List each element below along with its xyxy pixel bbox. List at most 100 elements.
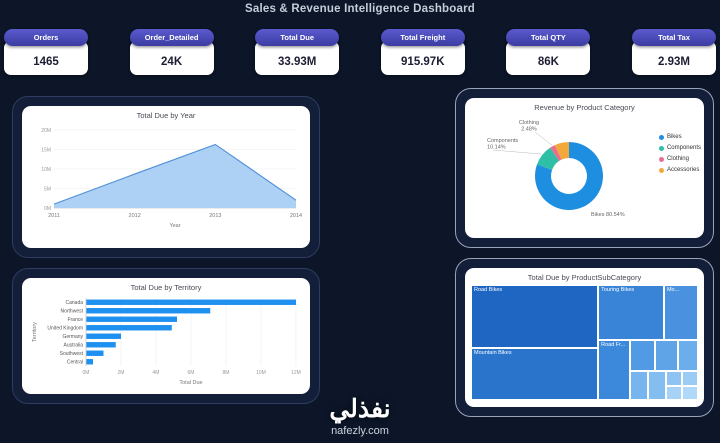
x-tick-label: 0M [83, 370, 90, 376]
category-label: Australia [64, 342, 84, 348]
kpi-card[interactable]: Order_Detailed 24K [129, 29, 214, 75]
kpi-card[interactable]: Orders 1465 [4, 29, 88, 75]
leader-line [534, 131, 552, 146]
category-label: Central [67, 359, 83, 365]
kpi-label: Total Due [255, 29, 340, 46]
x-tick-label: 10M [256, 370, 266, 376]
x-tick-label: 12M [291, 370, 301, 376]
legend-label: Components [666, 145, 701, 151]
treemap-tile[interactable] [629, 340, 655, 372]
data-label: Bikes 80.54% [591, 212, 625, 218]
chart-title-total-due-by-territory: Total Due by Territory [130, 283, 202, 292]
kpi-card[interactable]: Total Due 33.93M [255, 29, 340, 75]
kpi-value: 86K [506, 41, 591, 75]
legend-dot [658, 145, 664, 151]
legend-dot [658, 134, 664, 140]
treemap-tile[interactable] [666, 371, 683, 387]
bar-northwest[interactable] [86, 308, 211, 314]
kpi-label: Total Tax [631, 29, 716, 46]
chart-title-total-due-by-year: Total Due by Year [136, 111, 196, 120]
x-tick-label: 8M [223, 370, 230, 376]
bar-germany[interactable] [86, 333, 121, 339]
treemap-tile-road-fr-[interactable]: Road Fr... [598, 340, 630, 400]
y-tick-label: 0M [44, 206, 51, 212]
chart-title-total-due-by-productsubcategory: Total Due by ProductSubCategory [527, 273, 642, 282]
treemap-tile-road-bikes[interactable]: Road Bikes [471, 285, 599, 349]
legend-item-bikes[interactable]: Bikes [658, 134, 701, 140]
category-label: Southwest [60, 351, 84, 357]
chart-title-revenue-by-product-category: Revenue by Product Category [534, 103, 635, 112]
kpi-row: Orders 1465 Order_Detailed 24K Total Due 33.9… [4, 29, 716, 75]
panel-revenue-by-product-category: Revenue by Product Category Clothing 2.48… [455, 88, 714, 248]
panel-total-due-by-year: Total Due by Year 0M 5M 10M 15M 20M 2011 2012 2… [12, 96, 320, 258]
data-label-pct: 2.48% [521, 127, 537, 133]
legend-item-clothing[interactable]: Clothing [658, 156, 701, 162]
bar-central[interactable] [86, 359, 93, 365]
x-tick-label: 2M [118, 370, 125, 376]
kpi-label: Order_Detailed [129, 29, 214, 46]
area-series-line [53, 143, 297, 205]
kpi-label: Orders [4, 29, 88, 46]
kpi-value: 915.97K [380, 41, 465, 75]
area-chart[interactable]: 0M 5M 10M 15M 20M 2011 2012 2013 2014 Year [28, 120, 304, 240]
panel-total-due-by-productsubcategory: Total Due by ProductSubCategory Road Bik… [455, 258, 714, 417]
legend-label: Accessories [666, 167, 700, 173]
bar-southwest[interactable] [86, 350, 104, 356]
bar-canada[interactable] [86, 299, 296, 305]
category-label: France [67, 317, 83, 323]
data-label: Clothing [519, 120, 539, 126]
legend-item-components[interactable]: Components [658, 145, 701, 151]
category-label: United Kingdom [47, 325, 83, 331]
watermark-url-text: nafezly.com [331, 425, 389, 437]
treemap-card: Total Due by ProductSubCategory Road Bik… [465, 268, 704, 407]
treemap-tile[interactable] [682, 371, 698, 387]
kpi-value: 2.93M [631, 41, 716, 75]
treemap-tile-mo-[interactable]: Mo... [663, 285, 698, 341]
bar-australia[interactable] [86, 342, 116, 348]
legend-label: Bikes [666, 134, 682, 140]
treemap-tile-mountain-bikes[interactable]: Mountain Bikes [471, 348, 599, 400]
x-tick-label: 2013 [209, 213, 221, 219]
area-chart-card: Total Due by Year 0M 5M 10M 15M 20M 2011 2012 2… [22, 106, 310, 248]
treemap-tile[interactable] [654, 340, 678, 372]
kpi-label: Total QTY [506, 29, 591, 46]
kpi-value: 24K [129, 41, 214, 75]
treemap-tile[interactable] [682, 386, 698, 400]
category-label: Canada [65, 300, 83, 306]
donut-slice-clothing[interactable] [550, 145, 562, 161]
bar-chart[interactable]: 0M 2M 4M 6M 8M 10M 12M Canada Northwest France Uni… [28, 292, 304, 390]
kpi-card[interactable]: Total Tax 2.93M [631, 29, 716, 75]
treemap-tile-touring-bikes[interactable]: Touring Bikes [598, 285, 664, 341]
y-tick-label: 20M [41, 128, 51, 134]
data-label: Components [487, 138, 518, 144]
x-tick-label: 2012 [129, 213, 141, 219]
area-series[interactable] [54, 144, 296, 208]
y-tick-label: 5M [44, 186, 51, 192]
treemap-tile[interactable] [648, 371, 667, 400]
x-axis-title: Total Due [179, 380, 202, 386]
x-axis-title: Year [169, 223, 180, 229]
kpi-value: 1465 [4, 41, 88, 75]
donut-slice-accessories[interactable] [554, 142, 569, 160]
x-tick-label: 4M [153, 370, 160, 376]
kpi-card[interactable]: Total Freight 915.97K [380, 29, 465, 75]
y-axis-title: Territory [32, 322, 38, 342]
legend-label: Clothing [666, 156, 689, 162]
treemap-tile[interactable] [629, 371, 649, 400]
x-tick-label: 6M [188, 370, 195, 376]
treemap-tile[interactable] [666, 386, 683, 400]
page-title: Sales & Revenue Intelligence Dashboard [244, 3, 475, 15]
category-label: Germany [62, 334, 83, 340]
donut-slice-components[interactable] [537, 147, 560, 170]
bar-chart-card: Total Due by Territory 0M 2M 4M 6M 8M 10M 12M C… [22, 278, 310, 394]
bar-united-kingdom[interactable] [86, 325, 172, 331]
bar-france[interactable] [86, 316, 177, 322]
y-tick-label: 15M [41, 147, 51, 153]
donut-slice-bikes[interactable] [535, 142, 603, 210]
legend-item-accessories[interactable]: Accessories [658, 167, 701, 173]
treemap-tile[interactable] [677, 340, 698, 372]
kpi-card[interactable]: Total QTY 86K [506, 29, 591, 75]
y-tick-label: 10M [41, 167, 51, 173]
